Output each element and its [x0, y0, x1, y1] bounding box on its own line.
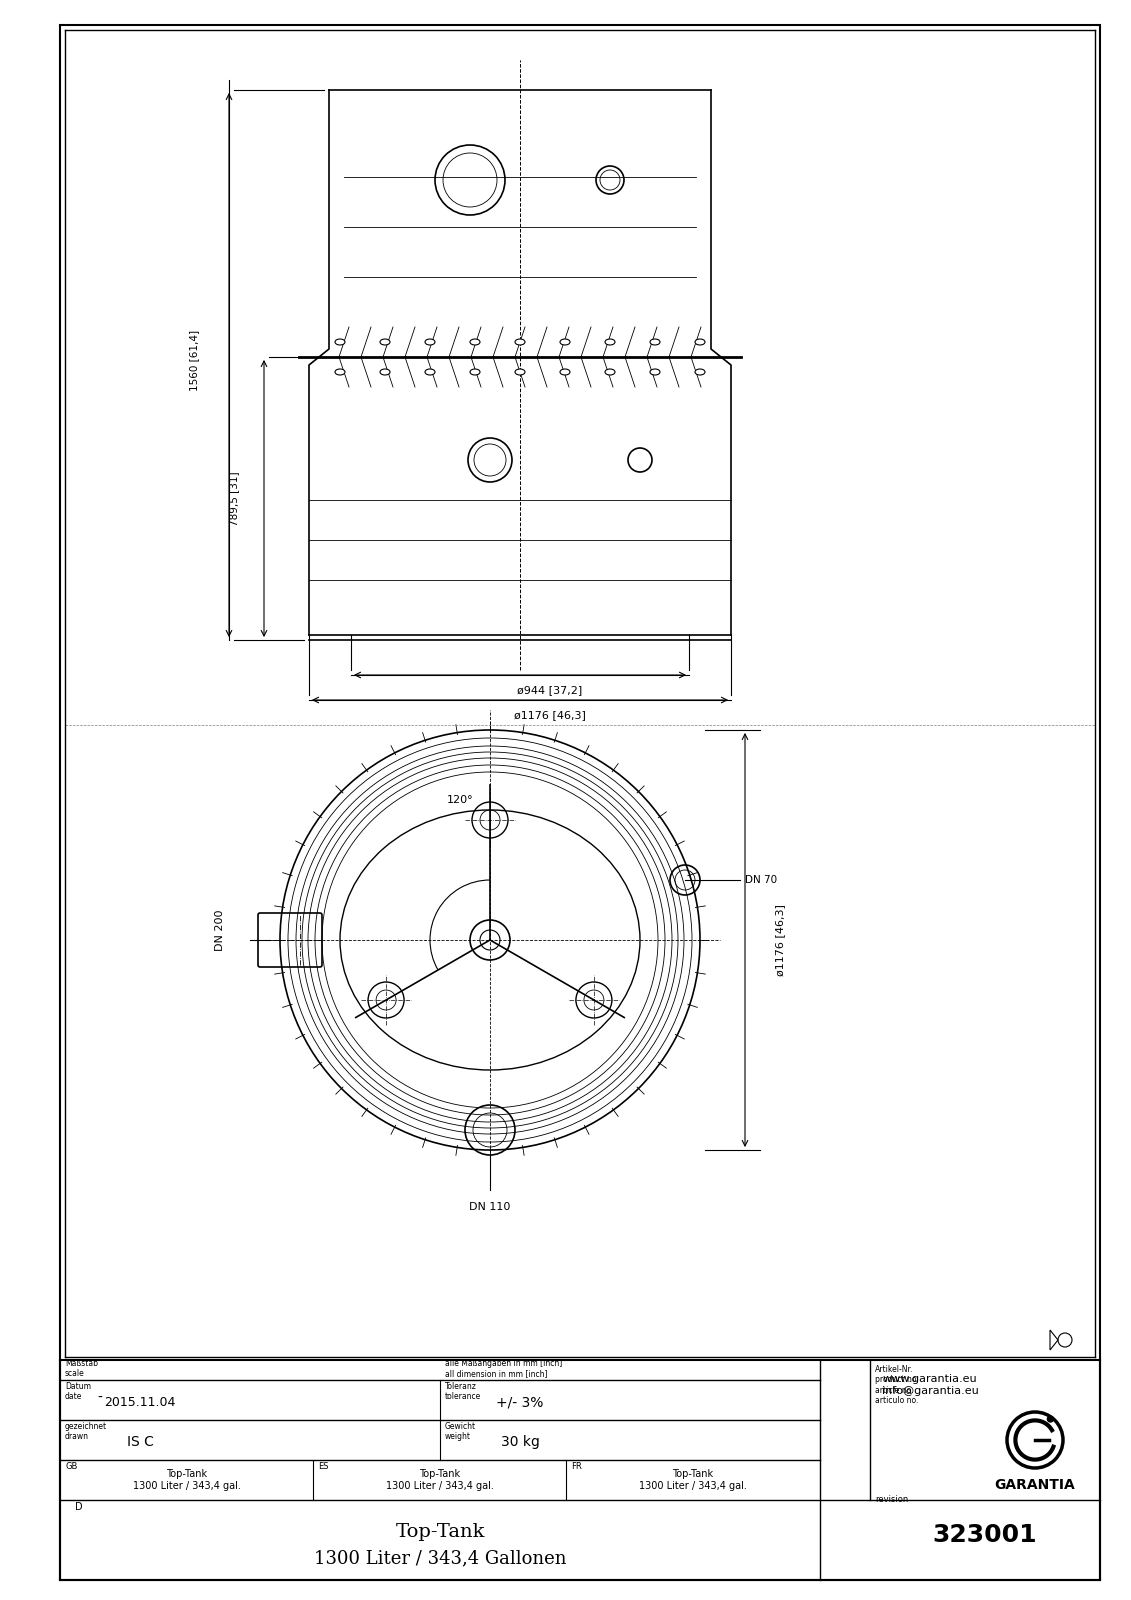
Text: Gewicht
weight: Gewicht weight — [444, 1422, 476, 1442]
Ellipse shape — [650, 339, 661, 346]
Text: ø1176 [46,3]: ø1176 [46,3] — [775, 904, 785, 976]
Circle shape — [1047, 1416, 1053, 1422]
Text: 30 kg: 30 kg — [501, 1435, 539, 1450]
Text: IS C: IS C — [127, 1435, 154, 1450]
Ellipse shape — [335, 339, 345, 346]
Text: Datum
date: Datum date — [64, 1382, 90, 1402]
Ellipse shape — [380, 339, 390, 346]
Text: ES: ES — [318, 1462, 328, 1470]
Ellipse shape — [560, 370, 570, 374]
Text: ø944 [37,2]: ø944 [37,2] — [517, 685, 582, 694]
Text: Maßstab
scale: Maßstab scale — [64, 1358, 98, 1378]
Text: 1300 Liter / 343,4 Gallonen: 1300 Liter / 343,4 Gallonen — [313, 1549, 567, 1566]
Text: revision: revision — [875, 1494, 908, 1504]
Ellipse shape — [515, 370, 525, 374]
Text: D: D — [75, 1502, 83, 1512]
Ellipse shape — [560, 339, 570, 346]
Ellipse shape — [425, 370, 435, 374]
Text: DN 70: DN 70 — [745, 875, 777, 885]
Text: Top-Tank
1300 Liter / 343,4 gal.: Top-Tank 1300 Liter / 343,4 gal. — [132, 1469, 241, 1491]
Text: Top-Tank
1300 Liter / 343,4 gal.: Top-Tank 1300 Liter / 343,4 gal. — [639, 1469, 746, 1491]
Text: 323001: 323001 — [933, 1523, 1037, 1547]
Text: ø1176 [46,3]: ø1176 [46,3] — [515, 710, 586, 720]
Text: GARANTIA: GARANTIA — [994, 1478, 1076, 1491]
Text: alle Maßangaben in mm [inch]
all dimension in mm [inch]: alle Maßangaben in mm [inch] all dimensi… — [444, 1358, 562, 1378]
Ellipse shape — [335, 370, 345, 374]
Ellipse shape — [425, 339, 435, 346]
Text: www.garantia.eu
info@garantia.eu: www.garantia.eu info@garantia.eu — [882, 1374, 978, 1395]
Ellipse shape — [470, 370, 480, 374]
Text: gezeichnet
drawn: gezeichnet drawn — [64, 1422, 107, 1442]
Text: -: - — [97, 1390, 103, 1405]
Ellipse shape — [515, 339, 525, 346]
Ellipse shape — [605, 370, 615, 374]
Text: GB: GB — [64, 1462, 77, 1470]
Text: +/- 3%: +/- 3% — [497, 1395, 544, 1410]
Text: Top-Tank: Top-Tank — [395, 1523, 485, 1541]
Text: 2015.11.04: 2015.11.04 — [104, 1395, 175, 1408]
Ellipse shape — [696, 370, 705, 374]
Ellipse shape — [605, 339, 615, 346]
Text: Top-Tank
1300 Liter / 343,4 gal.: Top-Tank 1300 Liter / 343,4 gal. — [386, 1469, 493, 1491]
Ellipse shape — [470, 339, 480, 346]
Ellipse shape — [696, 339, 705, 346]
Text: DN 200: DN 200 — [215, 909, 225, 950]
Text: 120°: 120° — [447, 795, 473, 805]
Text: FR: FR — [571, 1462, 581, 1470]
Text: 1560 [61,4]: 1560 [61,4] — [189, 330, 199, 390]
Ellipse shape — [650, 370, 661, 374]
Text: Toleranz
tolerance: Toleranz tolerance — [444, 1382, 482, 1402]
Text: 789,5 [31]: 789,5 [31] — [228, 470, 239, 526]
Text: Artikel-Nr.
product no.
article no.
articulo no.: Artikel-Nr. product no. article no. arti… — [875, 1365, 918, 1405]
Ellipse shape — [380, 370, 390, 374]
Text: DN 110: DN 110 — [469, 1202, 511, 1213]
